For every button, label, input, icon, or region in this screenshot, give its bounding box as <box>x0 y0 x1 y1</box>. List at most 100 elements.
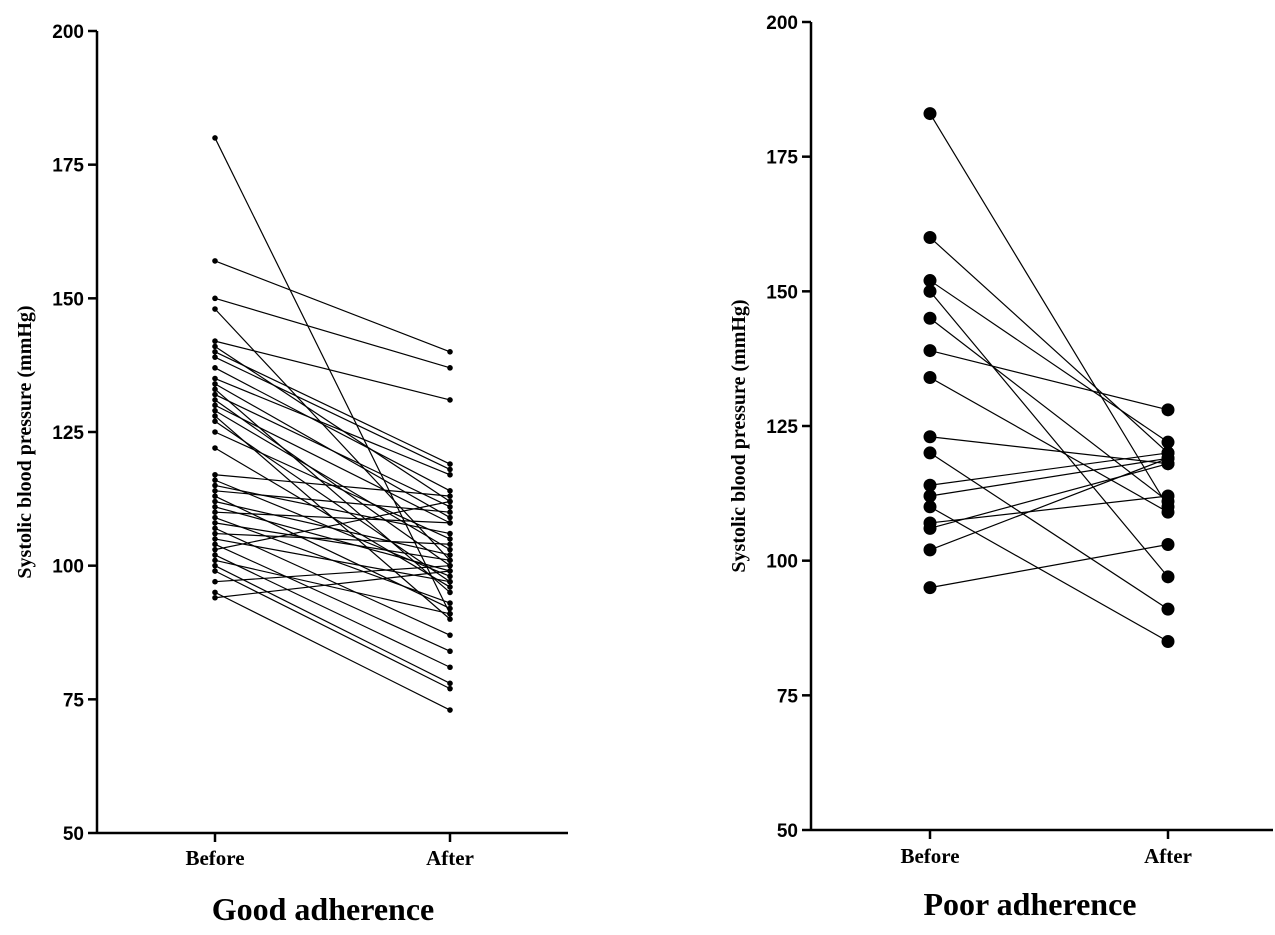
series-line <box>929 436 1169 465</box>
data-point <box>447 397 453 403</box>
data-point <box>212 402 218 409</box>
y-axis-label: Systolic blood pressure (mmHg) <box>728 299 750 572</box>
data-point <box>212 413 218 419</box>
series-line <box>214 511 451 524</box>
data-point <box>212 135 218 141</box>
data-point <box>212 589 218 596</box>
data-point <box>447 562 453 569</box>
series-line <box>929 237 1169 454</box>
y-tick-label: 200 <box>766 13 798 34</box>
series-line <box>214 500 451 551</box>
data-point <box>447 349 453 355</box>
data-point <box>447 664 453 671</box>
data-point <box>212 407 218 414</box>
data-point <box>212 391 218 398</box>
data-point <box>447 680 453 687</box>
data-point <box>212 349 218 355</box>
series-line <box>214 570 451 690</box>
series-line <box>214 351 451 465</box>
data-point <box>212 381 218 387</box>
series-line <box>214 137 451 615</box>
data-point <box>1161 570 1175 584</box>
series-line <box>214 565 451 684</box>
data-point <box>212 365 218 371</box>
y-tick-label: 150 <box>766 282 798 303</box>
series-line <box>929 457 1169 497</box>
data-point <box>212 354 218 360</box>
data-point <box>447 685 453 692</box>
data-point <box>1161 538 1175 552</box>
series-line <box>214 522 451 561</box>
series-line <box>929 457 1169 551</box>
y-tick-label: 75 <box>63 690 85 711</box>
series-line <box>214 345 451 503</box>
data-point <box>212 397 218 403</box>
data-point <box>212 295 218 302</box>
y-tick-label: 50 <box>63 824 84 845</box>
series-line <box>214 404 451 524</box>
data-point <box>447 552 453 558</box>
data-point <box>212 541 218 548</box>
data-point <box>1161 435 1175 449</box>
y-tick-label: 175 <box>766 148 798 169</box>
data-point <box>447 557 453 564</box>
data-point <box>212 552 218 558</box>
series-line <box>214 260 451 353</box>
data-point <box>923 500 937 514</box>
series-line <box>929 280 1169 443</box>
series-line <box>214 527 451 636</box>
chart-title: Poor adherence <box>924 886 1137 922</box>
series-line <box>929 452 1169 610</box>
data-point <box>447 605 453 612</box>
data-point <box>212 514 218 521</box>
data-point <box>212 258 218 264</box>
y-axis-label: Systolic blood pressure (mmHg) <box>14 305 36 578</box>
data-point <box>923 521 937 535</box>
data-point <box>447 514 453 521</box>
series-line <box>214 570 451 599</box>
series-line <box>214 297 451 369</box>
data-point <box>923 344 937 358</box>
data-point <box>923 274 937 288</box>
data-point <box>447 509 453 515</box>
x-category-label: After <box>426 846 474 870</box>
data-point <box>1161 451 1175 465</box>
data-point <box>447 584 453 590</box>
y-tick-label: 75 <box>777 686 799 707</box>
series-line <box>214 377 451 476</box>
data-point <box>447 365 453 371</box>
data-point <box>212 530 218 537</box>
y-tick-label: 175 <box>52 156 84 177</box>
data-point <box>212 375 218 382</box>
data-point <box>447 573 453 580</box>
data-point <box>212 343 218 350</box>
data-point <box>212 477 218 483</box>
series-line <box>214 388 451 593</box>
data-point <box>212 338 218 344</box>
series-line <box>214 367 451 492</box>
series-line <box>929 317 1169 502</box>
series-line <box>214 532 451 545</box>
data-point <box>212 429 218 435</box>
x-category-label: After <box>1144 844 1192 868</box>
series-line <box>214 565 451 583</box>
series-line <box>214 484 451 535</box>
data-point <box>923 543 937 557</box>
data-point <box>447 488 453 494</box>
data-point <box>447 541 453 548</box>
data-point <box>923 581 937 595</box>
series-line <box>929 113 1169 508</box>
series-line <box>214 474 451 497</box>
series-line <box>214 410 451 551</box>
data-point <box>447 546 453 553</box>
data-point <box>447 578 453 585</box>
data-point <box>923 430 937 444</box>
data-point <box>212 418 218 425</box>
series-line <box>214 559 451 615</box>
data-point <box>447 648 453 655</box>
series-line <box>214 554 451 668</box>
data-point <box>923 230 937 244</box>
series-line <box>929 495 1169 524</box>
data-point <box>212 557 218 564</box>
data-point <box>447 461 453 467</box>
